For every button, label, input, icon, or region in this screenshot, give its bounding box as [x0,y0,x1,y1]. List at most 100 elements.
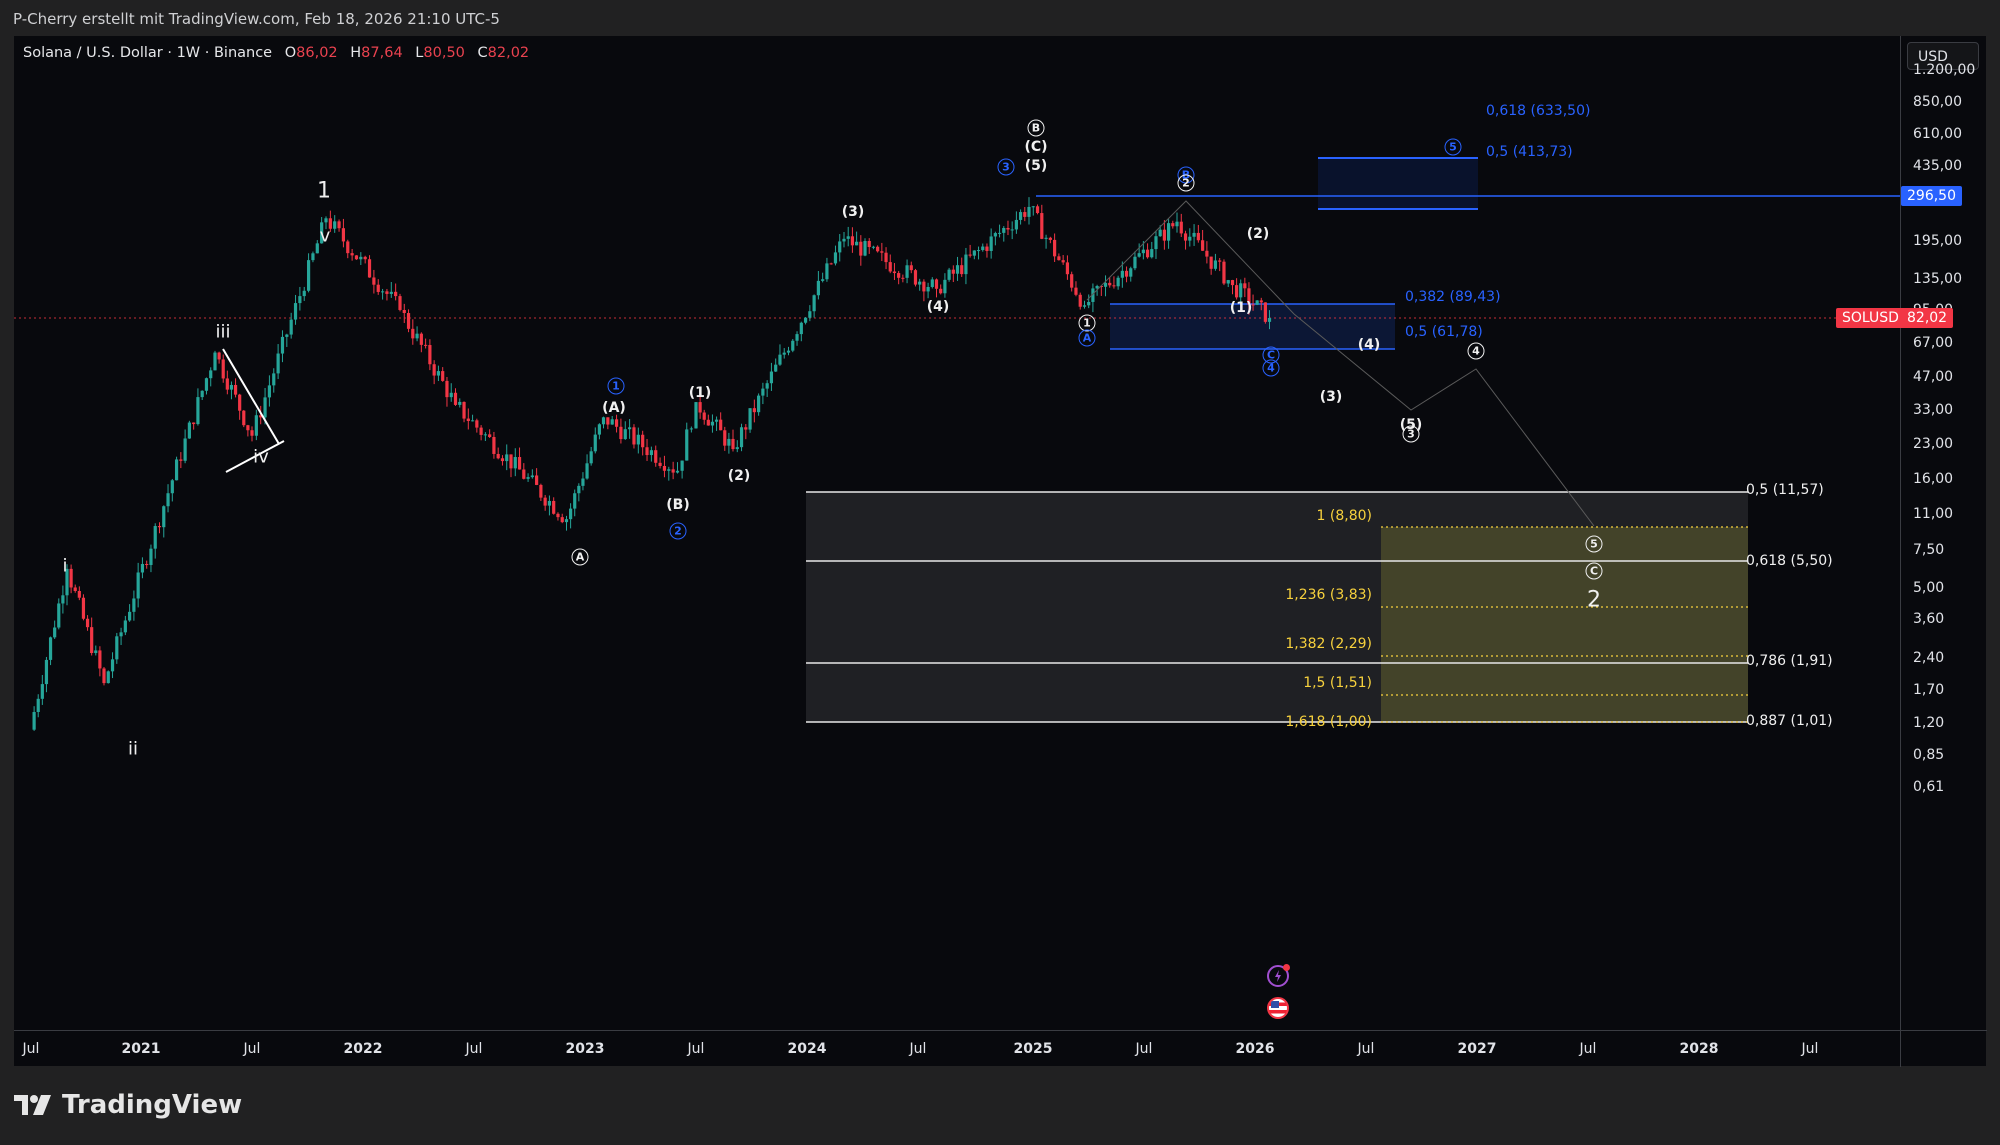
ohlc-legend: Solana / U.S. Dollar · 1W · Binance O86,… [23,45,529,61]
wave-label[interactable]: (2) [1246,226,1270,242]
wave-label[interactable]: (C) [1024,139,1048,155]
candle-body [901,277,905,279]
wave-label[interactable]: iv [253,446,269,468]
candle-body [850,236,855,246]
level-price-tag: 296,50 [1901,186,1962,206]
candle-body [359,256,363,260]
candle-body [132,598,136,612]
candle-body [492,437,496,454]
wave-label[interactable]: (4) [926,299,950,315]
candle-body [1218,260,1222,262]
candle-body [577,485,581,494]
price-tick-label: 33,00 [1913,402,1954,418]
candle-body [1124,270,1129,277]
wave-label[interactable]: (2) [727,468,751,484]
price-tick-label: 1,70 [1913,682,1945,698]
candle-body [40,684,44,699]
candle-body [922,281,926,292]
wave-label[interactable]: (1) [688,385,712,401]
symbol-name-tag: SOLUSD [1836,308,1905,328]
price-axis[interactable]: USD 1.200,00 850,00 610,00 435,00 195,00 135,… [1900,36,1987,1030]
wave-label[interactable]: i [62,555,68,577]
lightning-event-icon[interactable] [1267,964,1290,987]
candle-body [324,218,328,223]
candle-body [350,253,354,256]
wave-label[interactable]: v [319,225,331,247]
circled-wave-label[interactable]: 5 [1585,535,1603,553]
candle-body [315,243,319,254]
candle-body [272,373,276,386]
candle-body [302,290,306,297]
wave-label[interactable]: (A) [602,400,626,416]
candle-body [276,353,280,374]
wave-label[interactable]: iii [215,321,231,343]
candle-body [389,291,393,294]
low-label: L [415,45,424,61]
candle-body [250,430,254,436]
candle-body [884,252,888,263]
candle-body [280,336,285,354]
circled-wave-label[interactable]: A [571,548,589,566]
wave-label[interactable]: 1 [317,178,331,204]
candle-body [179,459,183,461]
candle-body [36,698,40,713]
circled-wave-label[interactable]: 5 [1444,138,1462,156]
candle-body [744,427,748,430]
candle-body [968,254,972,256]
candle-body [411,328,415,339]
candle-body [73,587,77,591]
candle-body [812,295,816,312]
candle-body [213,352,217,371]
circled-wave-label[interactable]: 3 [997,158,1015,176]
us-flag-event-icon[interactable] [1267,997,1289,1019]
candle-body [964,254,968,275]
candle-body [543,497,547,506]
circled-wave-label[interactable]: 1 [607,377,625,395]
candle-body [436,371,441,376]
wave-label[interactable]: 2 [1587,587,1601,613]
candle-body [402,309,406,314]
fib-label-yellow: 1,382 (2,29) [1285,636,1372,652]
circled-wave-label[interactable]: C [1585,562,1603,580]
candle-body [1175,221,1179,227]
wave-label[interactable]: (3) [841,204,865,220]
candle-body [328,218,332,229]
time-tick-label: Jul [243,1041,261,1057]
candle-body [867,240,871,248]
wave-label[interactable]: (4) [1357,337,1381,353]
candle-body [192,422,196,425]
candle-body [505,454,509,462]
wave-label[interactable]: (5) [1024,158,1048,174]
candle-body [918,281,922,285]
candle-body [649,450,653,456]
time-axis[interactable]: Jul 2021 Jul 2022 Jul 2023 Jul 2024 Jul 2025 Jul 20… [14,1030,1900,1067]
wave-label[interactable]: (1) [1229,300,1253,316]
candle-body [1259,300,1263,303]
circled-wave-label[interactable]: 3 [1402,425,1420,443]
symbol-title[interactable]: Solana / U.S. Dollar · 1W · Binance [23,45,273,61]
high-label: H [350,45,362,61]
candle-body [1239,283,1243,298]
candle-body [32,712,36,730]
candle-body [398,296,402,310]
circled-wave-label[interactable]: 4 [1467,342,1485,360]
triangle-upper-line [222,348,280,445]
wave-label[interactable]: (3) [1319,389,1343,405]
candle-body [569,508,573,520]
candle-body [951,269,955,274]
candle-body [892,271,897,274]
circled-wave-label[interactable]: A [1078,329,1096,347]
circled-wave-label[interactable]: B [1027,119,1045,137]
circled-wave-label[interactable]: 4 [1262,359,1280,377]
wave-label[interactable]: (B) [666,497,690,513]
wave-label[interactable]: ii [127,738,139,760]
candle-body [1040,213,1044,239]
candle-body [263,397,267,418]
circled-wave-label[interactable]: 2 [669,522,687,540]
candle-body [48,637,53,660]
price-tick-label: 0,85 [1913,747,1945,763]
currency-button[interactable]: USD [1907,42,1979,70]
circled-wave-label[interactable]: 2 [1177,174,1195,192]
chart-plot-area[interactable]: 1 v iii iv i ii (A) (B) (1) (2) (3) (4) (C) (5) (2) (1)… [14,36,1900,1030]
candle-body [102,668,106,684]
